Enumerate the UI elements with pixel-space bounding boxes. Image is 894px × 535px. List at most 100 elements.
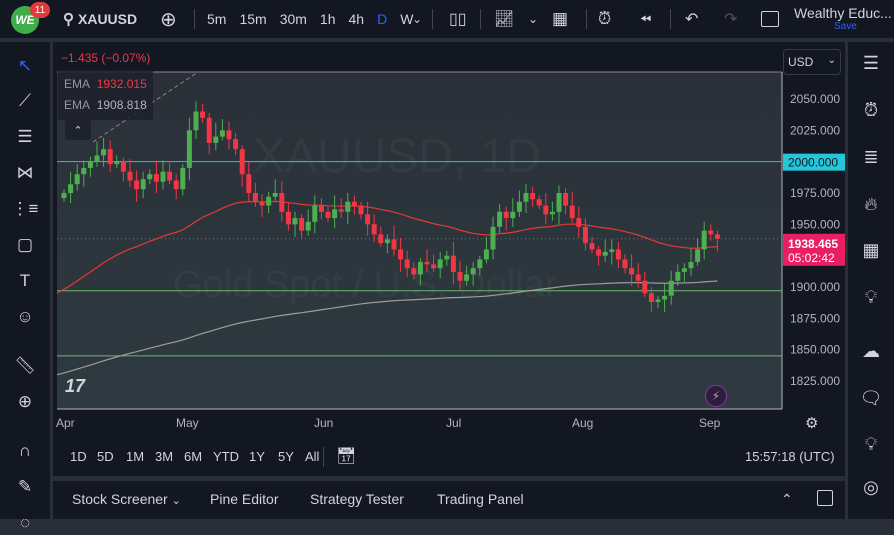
- goto-date-calendar-icon[interactable]: 📅︎: [336, 448, 357, 465]
- replay-icon[interactable]: ⏪︎: [640, 10, 652, 27]
- icons-smiley-icon[interactable]: ☺: [16, 307, 34, 326]
- candle-body: [503, 211, 509, 219]
- compare-symbol-button[interactable]: ⊕: [160, 8, 177, 31]
- candle-body: [94, 155, 100, 162]
- interval-dropdown-chevron-icon[interactable]: ⌄: [412, 12, 423, 26]
- interval-15m[interactable]: 15m: [239, 11, 267, 27]
- messages-icon[interactable]: 🗨︎: [859, 387, 883, 408]
- interval-30m[interactable]: 30m: [279, 11, 307, 27]
- collapse-legend-chevron-icon[interactable]: ⌃: [65, 120, 91, 140]
- range-1M[interactable]: 1M: [126, 449, 145, 464]
- cursor-icon[interactable]: ↖: [17, 56, 33, 75]
- layouts-grid-icon[interactable]: ▦: [552, 9, 569, 28]
- candle-body: [417, 261, 423, 275]
- level-price-label: 2000.000: [788, 156, 838, 170]
- signal-icon[interactable]: ◎: [863, 476, 879, 497]
- fib-retracement-icon[interactable]: ☰: [17, 127, 33, 146]
- ema-legend-fast[interactable]: EMA 1932.015: [64, 77, 147, 91]
- ideas-lightbulb-icon[interactable]: 💡︎: [864, 286, 878, 307]
- candle-body: [483, 249, 489, 260]
- pattern-icon[interactable]: ⋈: [16, 163, 34, 182]
- interval-W[interactable]: W: [400, 11, 414, 27]
- chat-cloud-icon[interactable]: ☁: [862, 340, 880, 361]
- fullscreen-icon[interactable]: [761, 0, 779, 38]
- currency-select[interactable]: USD ⌄: [783, 49, 841, 75]
- range-6M[interactable]: 6M: [184, 449, 203, 464]
- candles-chart-type-icon[interactable]: ▯▯: [449, 11, 467, 28]
- indicators-chevron-icon[interactable]: ⌄: [528, 12, 539, 26]
- indicators-icon[interactable]: 📈︎: [494, 11, 515, 28]
- maximize-panel-icon[interactable]: [817, 490, 833, 506]
- hotlists-fire-icon[interactable]: 🔥︎: [864, 193, 878, 214]
- tab-stock-screener[interactable]: Stock Screener ⌄: [72, 491, 181, 507]
- candle-body: [61, 192, 67, 199]
- interval-D[interactable]: D: [377, 11, 388, 27]
- ruler-icon[interactable]: 📏︎: [14, 356, 36, 375]
- interval-4h[interactable]: 4h: [348, 11, 365, 27]
- candle-body: [147, 174, 153, 180]
- save-button[interactable]: Save: [834, 21, 857, 32]
- help-lightbulb-icon[interactable]: 💡︎: [864, 433, 878, 454]
- text-icon[interactable]: T: [19, 271, 31, 290]
- range-All[interactable]: All: [305, 449, 320, 464]
- range-3M[interactable]: 3M: [155, 449, 174, 464]
- collapse-panel-chevron-icon[interactable]: ⌃: [781, 491, 793, 507]
- undo-icon[interactable]: ↶: [685, 11, 699, 28]
- top-toolbar: WE 11 ⚲ XAUUSD ⊕ 5m 15m 30m 1h 4h D W ⌄ ▯▯ 📈︎ ⌄…: [0, 0, 894, 38]
- ema-fast-line: [56, 200, 718, 294]
- candle-body: [549, 211, 555, 215]
- candle-body: [365, 214, 371, 225]
- range-5Y[interactable]: 5Y: [278, 449, 294, 464]
- plot-background: [57, 72, 782, 409]
- price-chart[interactable]: XAUUSD, 1D Gold Spot / U.S. Dollar 2050.00…: [53, 42, 845, 438]
- candle-body: [681, 268, 687, 272]
- price-tick-label: 1900.000: [790, 280, 840, 294]
- candle-body: [193, 111, 199, 131]
- zoom-in-icon[interactable]: ⊕: [17, 392, 33, 411]
- range-1D[interactable]: 1D: [70, 449, 87, 464]
- candle-body: [457, 271, 463, 281]
- candle-body: [523, 192, 529, 202]
- hide-drawings-icon[interactable]: ◌: [19, 513, 31, 532]
- candle-body: [266, 196, 272, 206]
- calendar-icon[interactable]: ▦: [862, 239, 880, 260]
- interval-1h[interactable]: 1h: [319, 11, 336, 27]
- redo-icon[interactable]: ↷: [724, 11, 738, 28]
- candle-body: [582, 226, 588, 244]
- candle-body: [74, 174, 80, 185]
- candle-body: [371, 224, 377, 235]
- range-YTD[interactable]: YTD: [213, 449, 239, 464]
- prediction-icon[interactable]: ⋮≡: [11, 199, 39, 218]
- chart-pane[interactable]: −1.435 (−0.07%) XAUUSD, 1D Gold Spot / U.…: [53, 42, 845, 438]
- layout-name[interactable]: Wealthy Educ...: [794, 5, 892, 21]
- range-5D[interactable]: 5D: [97, 449, 114, 464]
- candle-body: [378, 234, 384, 244]
- chart-settings-gear-icon[interactable]: ⚙: [805, 415, 819, 432]
- symbol-search[interactable]: ⚲ XAUUSD: [63, 0, 137, 38]
- candle-body: [470, 268, 476, 275]
- trend-line-icon[interactable]: ⟋: [19, 91, 31, 110]
- geometric-shapes-icon[interactable]: ▢: [16, 235, 34, 254]
- add-list-icon[interactable]: ≣: [863, 146, 879, 167]
- interval-5m[interactable]: 5m: [207, 11, 227, 27]
- indicator-legend: EMA 1932.015 EMA 1908.818: [58, 70, 153, 120]
- lock-drawings-icon[interactable]: ✎: [17, 477, 33, 496]
- candle-body: [714, 234, 720, 239]
- range-1Y[interactable]: 1Y: [249, 449, 265, 464]
- alert-clock-icon[interactable]: ⏰︎: [598, 9, 612, 28]
- candle-body: [563, 192, 569, 206]
- tab-trading-panel[interactable]: Trading Panel: [437, 491, 524, 507]
- drawing-toolbar: ↖ ⟋ ☰ ⋈ ⋮≡ ▢ T ☺ 📏︎ ⊕ ∩ ✎ ◌: [0, 42, 50, 532]
- candle-body: [384, 239, 390, 244]
- lightning-icon[interactable]: ⚡︎: [705, 385, 727, 407]
- magnet-icon[interactable]: ∩: [18, 441, 32, 460]
- ema-legend-slow[interactable]: EMA 1908.818: [64, 98, 147, 112]
- clock-timezone[interactable]: 15:57:18 (UTC): [745, 449, 835, 464]
- tradingview-logo[interactable]: 17: [65, 376, 86, 396]
- tab-pine-editor[interactable]: Pine Editor: [210, 491, 279, 507]
- symbol-label: XAUUSD: [78, 11, 138, 27]
- watchlist-icon[interactable]: ☰: [862, 52, 880, 73]
- candle-body: [444, 255, 450, 260]
- tab-strategy-tester[interactable]: Strategy Tester: [310, 491, 404, 507]
- alerts-clock-icon[interactable]: ⏰︎: [863, 99, 879, 120]
